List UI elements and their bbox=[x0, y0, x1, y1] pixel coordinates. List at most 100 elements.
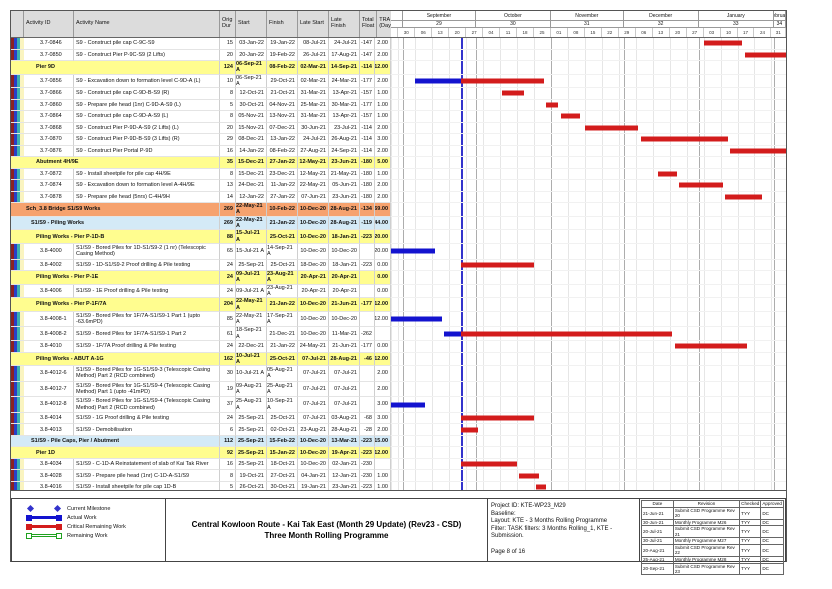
project-info-lines: Project ID: KTE-WP23_M29 Baseline: Layout:… bbox=[491, 503, 636, 541]
group-label: Piling Works - Pier P-1E bbox=[24, 271, 220, 285]
cell-c-ls: 10-Dec-20 bbox=[298, 298, 329, 312]
cell-c-lf: 10-Dec-20 bbox=[329, 311, 360, 328]
cell-c-tf: -223 bbox=[360, 447, 375, 459]
cell-c-lf: 13-Mar-21 bbox=[329, 435, 360, 448]
legend-bar-cap bbox=[26, 514, 32, 521]
cell-activity-id: 3.8-4013 bbox=[24, 424, 74, 436]
cell-activity-name: S9 - Excavation down to formation level … bbox=[74, 180, 220, 192]
week-cell: 25 bbox=[534, 28, 551, 37]
revision-cell: TYY bbox=[739, 555, 762, 564]
month-cell bbox=[391, 11, 404, 20]
revision-cell: 20-Sep-21 bbox=[641, 562, 674, 576]
cell-c-od: 92 bbox=[220, 447, 236, 459]
gantt-lane bbox=[391, 123, 786, 135]
page-title: Central Kowloon Route - Kai Tak East (Mo… bbox=[191, 520, 462, 529]
cell-activity-id: 3.7-0866 bbox=[24, 88, 74, 100]
cell-c-tf: -147 bbox=[360, 38, 375, 50]
cell-activity-name: S9 - Construct Pier P-9D-B-S9 (3 Lifts) … bbox=[74, 134, 220, 146]
cell-activity-id: 3.8-4008-2 bbox=[24, 327, 74, 342]
cell-c-od: 8 bbox=[220, 470, 236, 482]
cell-c-ls: 26-Jul-21 bbox=[298, 49, 329, 61]
gantt-lane bbox=[391, 327, 786, 342]
cell-c-tra bbox=[375, 327, 391, 342]
cell-c-od: 65 bbox=[220, 243, 236, 260]
cell-c-lf: 28-Aug-21 bbox=[329, 216, 360, 231]
legend-item: Remaining Work bbox=[26, 531, 165, 540]
cell-c-s: 22-May-21 A bbox=[236, 203, 267, 217]
legend-bar-cap bbox=[56, 532, 62, 539]
cell-c-tf: -177 bbox=[360, 99, 375, 112]
page-subtitle: Three Month Rolling Programme bbox=[264, 531, 389, 540]
cell-c-s: 25-Sep-21 bbox=[236, 412, 267, 425]
gantt-lane bbox=[391, 413, 786, 425]
week-gridline bbox=[652, 38, 654, 490]
revision-cell: 25-Aug-21 bbox=[641, 555, 674, 564]
cell-activity-name: S1/S9 - Bored Piles for 1D-S1/S9-2 (1 nr… bbox=[74, 243, 220, 260]
group-row: Piling Works - Pier P-1F/7A 204 22-May-21 … bbox=[11, 298, 786, 312]
cell-c-lf: 28-Aug-21 bbox=[329, 352, 360, 367]
remaining-bar-icon bbox=[26, 532, 62, 540]
gantt-lane bbox=[391, 169, 786, 181]
cell-activity-name: S1/S9 - Bored Piles for 1G-S1/S9-4 (Tele… bbox=[74, 381, 220, 398]
cell-c-f: 19-Jan-22 bbox=[267, 38, 298, 50]
cell-c-lf: 20-Apr-21 bbox=[329, 271, 360, 285]
revision-col-header: Revision bbox=[672, 500, 741, 508]
cell-c-tra: 69.00 bbox=[375, 203, 391, 217]
gantt-lane bbox=[391, 341, 786, 353]
gantt-bar-actual bbox=[391, 316, 442, 322]
cell-c-f: 02-Oct-21 bbox=[267, 424, 298, 436]
revision-cell: DC bbox=[760, 555, 784, 564]
cell-c-lf: 24-Jul-21 bbox=[329, 38, 360, 50]
revision-row: 30-Jun-21 Monthly Programme M26 TYY DC bbox=[641, 518, 784, 527]
group-label: Sch_3.8 Bridge S1/S9 Works bbox=[24, 203, 220, 217]
table-row: 3.8-4034 S1/S9 - C-1D-A Reinstatement of … bbox=[11, 458, 786, 471]
cell-c-f: 14-Sep-21 A bbox=[267, 243, 298, 260]
revision-cell: TYY bbox=[739, 544, 762, 557]
gantt-bar-critical bbox=[679, 182, 723, 188]
cell-c-tra: 1.00 bbox=[375, 481, 391, 490]
gantt-bar-critical bbox=[584, 125, 639, 131]
table-row: 3.7-0872 S9 - Install sheetpile for pile … bbox=[11, 168, 786, 181]
wbs-stripe bbox=[11, 99, 24, 112]
week-cell: 20 bbox=[670, 28, 687, 37]
column-header-activity_name: Activity Name bbox=[74, 11, 220, 37]
group-label: S1/S9 - Pile Caps, Pier / Abutment bbox=[24, 435, 220, 448]
cell-activity-id: 3.7-0870 bbox=[24, 134, 74, 146]
week-gridline bbox=[754, 38, 756, 490]
cell-c-od: 204 bbox=[220, 298, 236, 312]
cell-c-ls: 10-Dec-20 bbox=[298, 447, 329, 459]
revision-cell: Monthly Programme M27 bbox=[672, 537, 741, 546]
cell-c-s: 25-Aug-21 A bbox=[236, 397, 267, 413]
cell-c-od: 85 bbox=[220, 311, 236, 328]
cell-activity-name: S1/S9 - 1D-S1/S9-2 Proof drilling & Pile… bbox=[74, 259, 220, 272]
revision-cell: 21-Jun-21 bbox=[641, 506, 674, 520]
wbs-stripe bbox=[11, 180, 24, 192]
revision-col-header: Approved bbox=[760, 500, 784, 508]
cell-c-f: 21-Oct-21 bbox=[267, 88, 298, 100]
cell-c-ls: 12-May-21 bbox=[298, 168, 329, 181]
legend-bar-cap bbox=[56, 523, 62, 530]
cell-c-lf: 23-Jun-21 bbox=[329, 157, 360, 169]
cell-c-s: 03-Jan-22 bbox=[236, 38, 267, 50]
cell-c-ls: 07-Jul-21 bbox=[298, 366, 329, 382]
gantt-lane bbox=[391, 61, 786, 75]
week-cell: 13 bbox=[653, 28, 670, 37]
cell-c-tf: -134 bbox=[360, 203, 375, 217]
project-info-line: Filter: TASK filters: 3 Months Rolling_1… bbox=[491, 525, 613, 540]
column-header-orig_dur: Orig Dur bbox=[220, 11, 236, 37]
cell-c-tra: 12.00 bbox=[375, 311, 391, 328]
project-info-line: Layout: KTE - 3 Months Rolling Programme bbox=[491, 518, 608, 525]
cell-c-s: 10-Jul-21 A bbox=[236, 352, 267, 367]
month-number-cell: 29 bbox=[403, 21, 476, 27]
cell-c-f: 17-Sep-21 A bbox=[267, 311, 298, 328]
wbs-stripe bbox=[11, 271, 24, 285]
wbs-stripe bbox=[11, 412, 24, 425]
wbs-stripe bbox=[11, 38, 24, 50]
gantt-bar-critical bbox=[461, 331, 673, 337]
revision-cell: TYY bbox=[739, 562, 762, 576]
cell-c-ls: 02-Mar-21 bbox=[298, 74, 329, 89]
gantt-bar-actual bbox=[391, 402, 425, 408]
week-cell: 04 bbox=[483, 28, 501, 37]
cell-c-tra: 2.00 bbox=[375, 191, 391, 204]
